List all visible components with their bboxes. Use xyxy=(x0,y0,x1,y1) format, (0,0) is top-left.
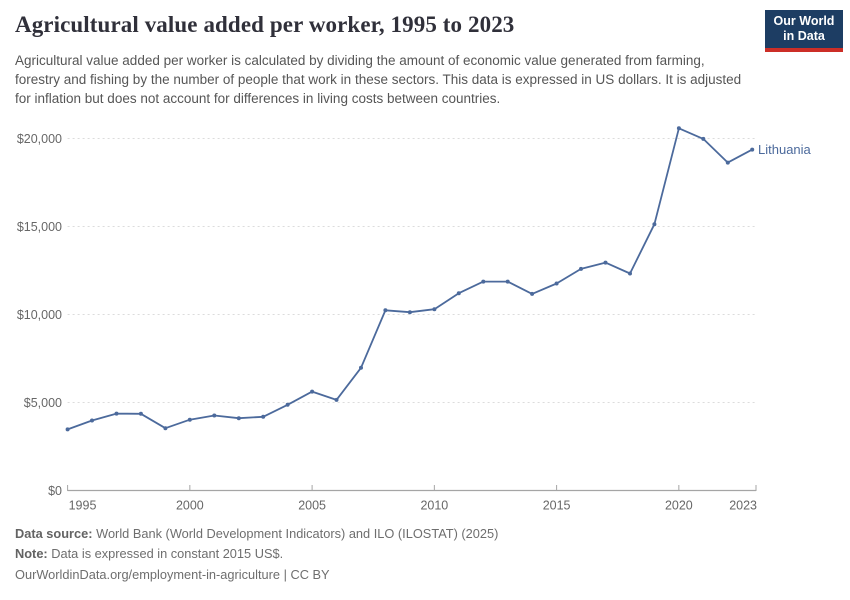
x-axis-label: 2000 xyxy=(176,499,204,513)
x-axis-label: 2005 xyxy=(298,499,326,513)
data-point-marker xyxy=(236,416,241,421)
data-point-marker xyxy=(285,402,290,407)
data-point-marker xyxy=(628,271,632,276)
y-axis-label: $5,000 xyxy=(24,396,62,410)
owid-logo-line1: Our World xyxy=(773,14,835,28)
data-point-marker xyxy=(676,126,681,131)
data-point-marker xyxy=(554,281,559,286)
note-label: Note: xyxy=(15,546,48,562)
data-point-marker xyxy=(334,397,339,402)
data-point-marker xyxy=(383,308,388,313)
y-axis-label: $10,000 xyxy=(17,308,62,322)
data-point-marker xyxy=(456,291,461,296)
data-point-marker xyxy=(432,307,437,312)
data-point-marker xyxy=(163,426,168,431)
data-point-marker xyxy=(603,260,608,265)
data-point-marker xyxy=(530,291,535,296)
x-axis-label: 2020 xyxy=(665,499,693,513)
data-point-marker xyxy=(261,414,266,419)
chart-footer: Data source: World Bank (World Developme… xyxy=(15,524,498,585)
data-point-marker xyxy=(579,266,583,271)
data-point-marker xyxy=(138,411,143,416)
data-point-marker xyxy=(652,222,657,227)
chart-title: Agricultural value added per worker, 199… xyxy=(15,12,515,37)
data-point-marker xyxy=(114,411,119,416)
data-source-text: World Bank (World Development Indicators… xyxy=(96,526,499,541)
data-source-label: Data source: xyxy=(15,526,93,541)
owid-logo[interactable]: Our World in Data xyxy=(765,10,843,52)
data-point-marker xyxy=(212,413,217,418)
entity-label-lithuania[interactable]: Lithuania xyxy=(758,142,812,157)
y-axis-label: $0 xyxy=(48,484,62,498)
footer-link[interactable]: OurWorldinData.org/employment-in-agricul… xyxy=(15,566,330,582)
x-axis-label: 1995 xyxy=(69,499,97,513)
data-point-marker xyxy=(701,136,706,141)
data-point-marker xyxy=(407,310,412,315)
owid-logo-line2: in Data xyxy=(783,29,825,43)
x-axis-label: 2015 xyxy=(543,499,571,513)
data-point-marker xyxy=(90,418,94,423)
data-point-marker xyxy=(505,279,510,284)
data-point-marker xyxy=(359,365,363,370)
note-text: Data is expressed in constant 2015 US$. xyxy=(51,546,284,562)
data-point-marker xyxy=(65,427,70,432)
lithuania-series-line[interactable] xyxy=(66,127,754,431)
x-axis-label: 2023 xyxy=(729,499,757,513)
x-axis-label: 2010 xyxy=(420,499,448,513)
data-point-marker xyxy=(481,279,486,284)
footer-note: Note: Data is expressed in constant 2015… xyxy=(15,544,498,564)
data-point-marker xyxy=(750,147,755,152)
data-point-marker xyxy=(187,417,192,422)
y-axis-label: $20,000 xyxy=(17,132,62,146)
chart-subtitle: Agricultural value added per worker is c… xyxy=(15,53,742,106)
data-point-marker xyxy=(725,160,730,165)
footer-data-source: Data source: World Bank (World Developme… xyxy=(15,524,498,544)
data-point-marker xyxy=(310,389,315,394)
y-axis-label: $15,000 xyxy=(17,220,62,234)
